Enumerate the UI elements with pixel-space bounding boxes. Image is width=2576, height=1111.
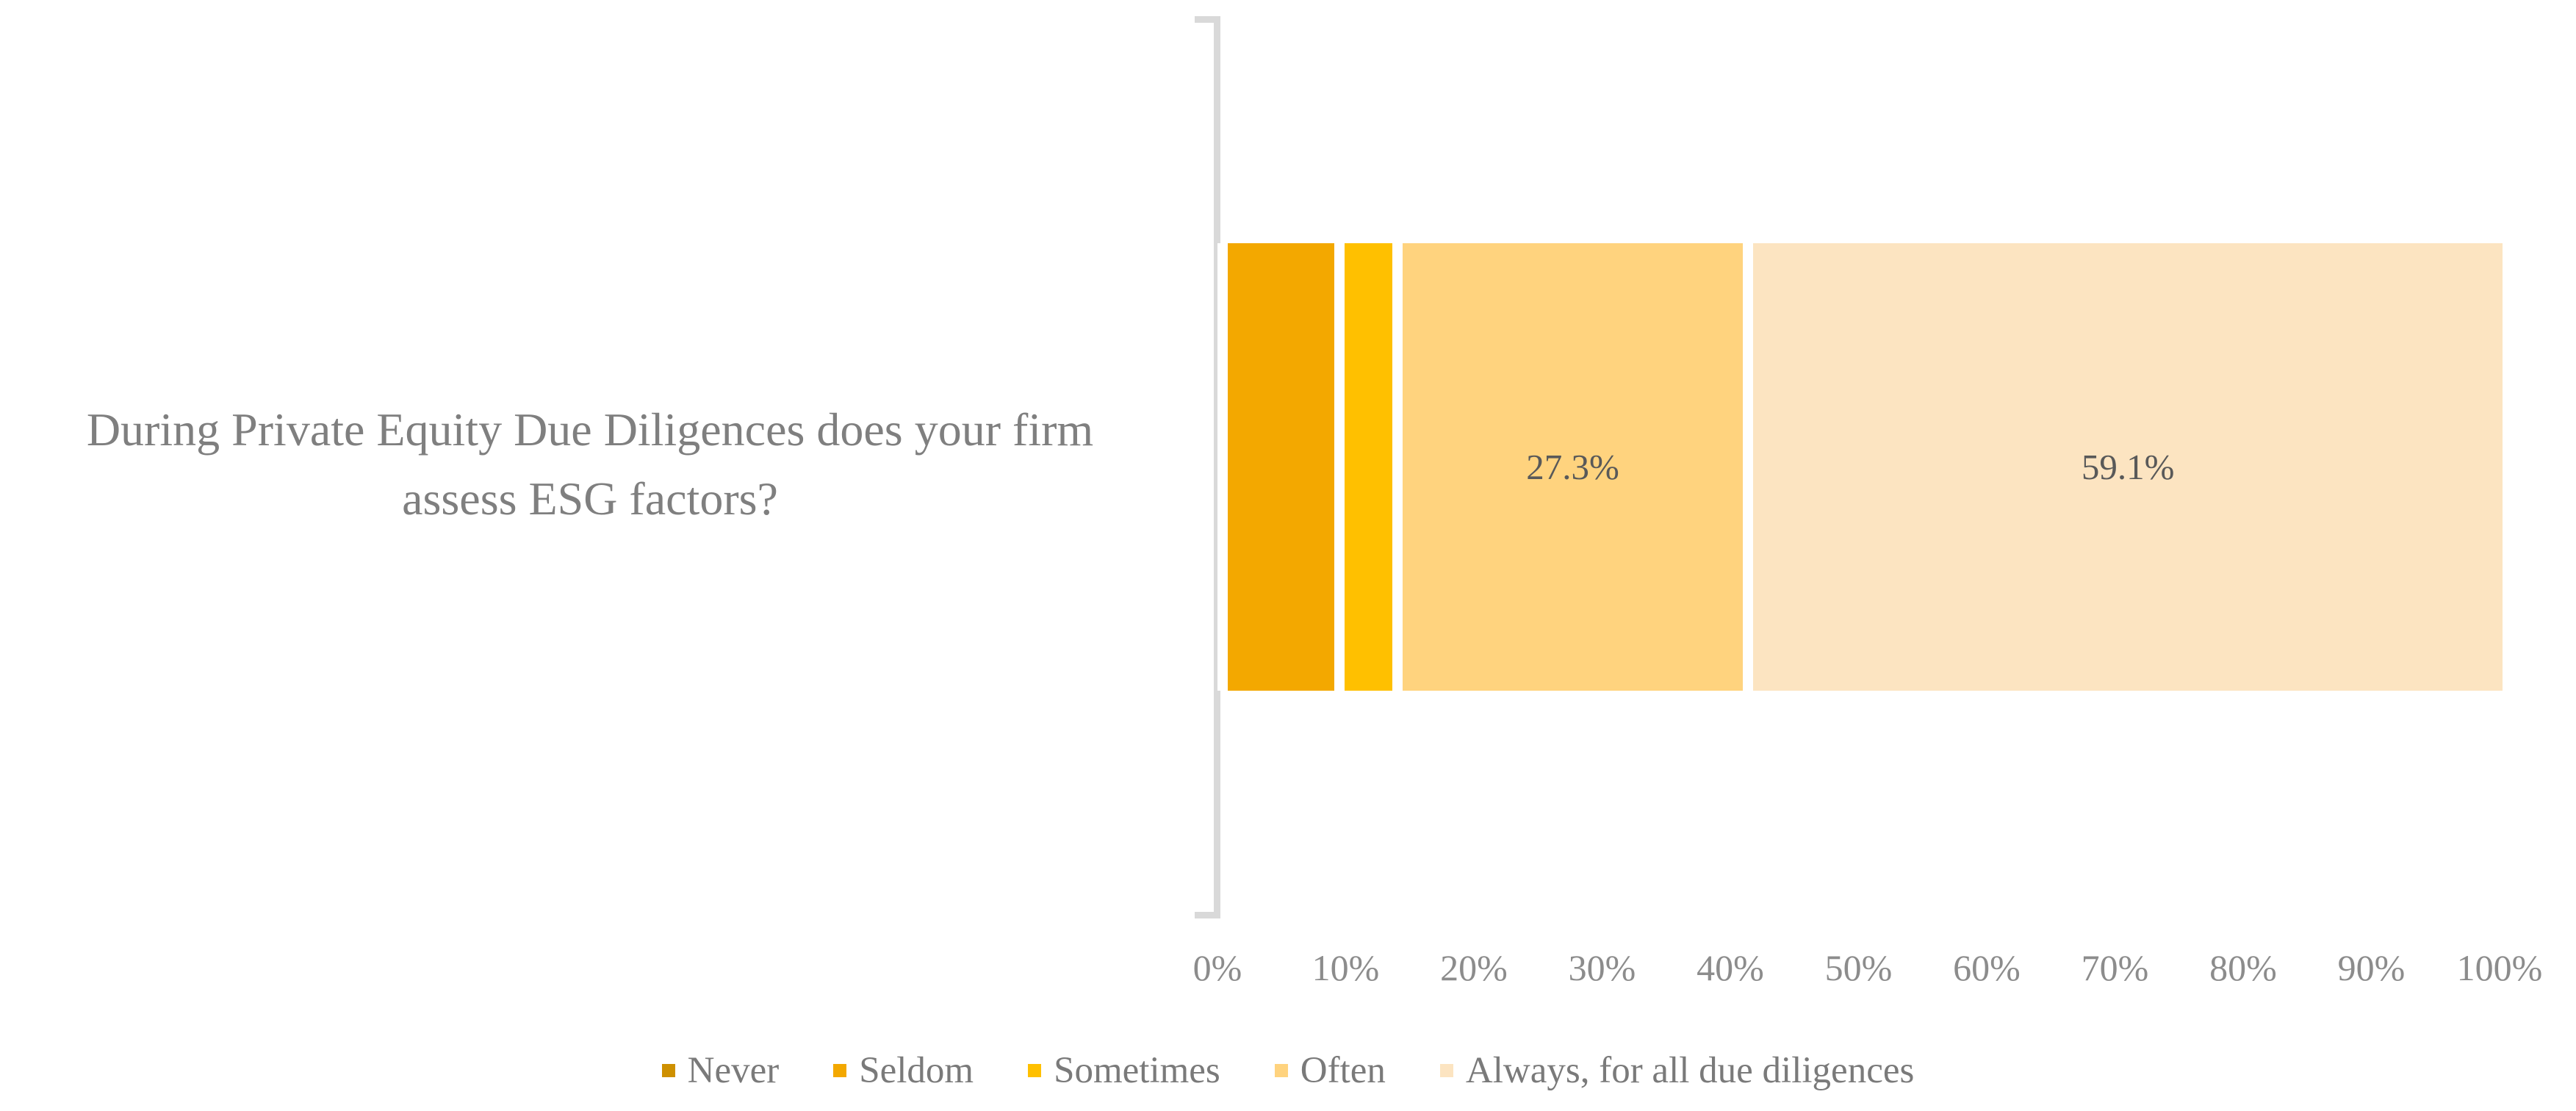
x-tick-label-40: 40% xyxy=(1697,947,1764,988)
legend-swatch-sometimes xyxy=(1028,1064,1042,1077)
legend-swatch-seldom xyxy=(833,1064,847,1077)
x-tick-label-70: 70% xyxy=(2081,947,2149,988)
legend-label-always: Always, for all due diligences xyxy=(1465,1050,1915,1091)
chart-category-title: During Private Equity Due Diligences doe… xyxy=(0,395,1180,533)
legend-swatch-often xyxy=(1274,1064,1288,1077)
bar-segment-always: 59.1% xyxy=(1743,243,2503,691)
legend-swatch-always xyxy=(1439,1064,1453,1077)
legend-item-often: Often xyxy=(1274,1049,1386,1092)
legend-item-seldom: Seldom xyxy=(833,1049,974,1092)
legend-label-sometimes: Sometimes xyxy=(1054,1050,1220,1091)
category-axis-line xyxy=(1214,16,1220,918)
x-tick-label-50: 50% xyxy=(1824,947,1893,988)
legend-item-always: Always, for all due diligences xyxy=(1439,1049,1915,1092)
legend-item-never: Never xyxy=(661,1049,780,1092)
category-axis-tick-top xyxy=(1195,16,1220,23)
x-tick-label-80: 80% xyxy=(2209,947,2277,988)
legend-label-seldom: Seldom xyxy=(859,1050,974,1091)
legend-label-never: Never xyxy=(687,1050,780,1091)
x-tick-label-30: 30% xyxy=(1568,947,1636,988)
category-axis-tick-bottom xyxy=(1195,912,1220,918)
legend-label-often: Often xyxy=(1300,1050,1386,1091)
x-tick-label-100: 100% xyxy=(2456,947,2543,988)
x-tick-label-90: 90% xyxy=(2337,947,2406,988)
x-tick-label-20: 20% xyxy=(1440,947,1508,988)
bar-segment-seldom xyxy=(1217,243,1335,691)
legend: Never Seldom Sometimes Often Always, for… xyxy=(0,1049,2576,1092)
data-label-always: 59.1% xyxy=(2081,447,2175,487)
x-tick-label-60: 60% xyxy=(1953,947,2021,988)
legend-item-sometimes: Sometimes xyxy=(1028,1049,1220,1092)
chart-category-title-line2: assess ESG factors? xyxy=(402,472,778,525)
bar-segment-sometimes xyxy=(1334,243,1392,691)
data-label-often: 27.3% xyxy=(1526,447,1619,487)
x-tick-label-0: 0% xyxy=(1192,947,1242,988)
bar-segment-often: 27.3% xyxy=(1392,243,1744,691)
legend-swatch-never xyxy=(661,1064,675,1077)
stacked-bar: 27.3% 59.1% xyxy=(1217,243,2503,691)
x-axis: 0% 10% 20% 30% 40% 50% 60% 70% 80% 90% 1… xyxy=(1193,946,2543,992)
x-tick-label-10: 10% xyxy=(1312,947,1380,988)
chart-category-title-line1: During Private Equity Due Diligences doe… xyxy=(86,403,1094,456)
